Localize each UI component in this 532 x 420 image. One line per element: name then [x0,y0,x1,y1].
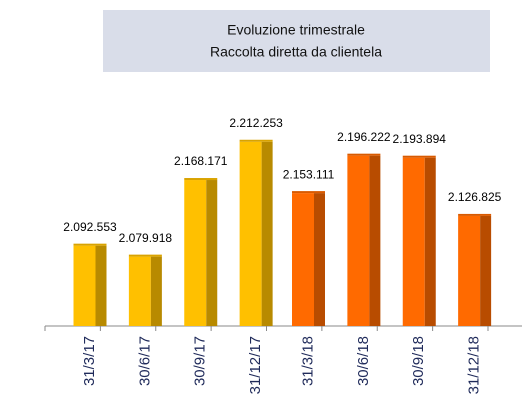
bar-side [314,193,325,326]
bar [128,256,151,326]
bar-top [239,139,273,142]
bar-side [480,215,492,326]
bar [347,155,370,326]
bar-top [347,153,381,156]
bar-top [292,191,325,194]
x-tick-label: 30/9/18 [410,336,427,386]
bar [402,157,425,326]
bar [73,245,96,326]
data-label: 2.126.825 [448,190,502,204]
bar-side [150,256,162,326]
x-tick-label: 31/12/18 [466,336,483,394]
x-tick-label: 30/9/17 [192,336,209,386]
data-label: 2.212.253 [229,116,283,130]
bar-top [184,178,218,181]
data-label: 2.079.918 [119,231,173,245]
data-label: 2.153.111 [283,167,335,181]
bar-side [369,155,381,326]
bar-top [458,213,492,216]
x-tick-label: 31/3/18 [299,336,316,386]
bar [239,141,262,326]
title-box [103,10,490,72]
data-label: 2.168.171 [174,154,228,168]
data-label: 2.193.894 [393,132,447,146]
x-tick-label: 30/6/17 [136,336,153,386]
chart-title: Evoluzione trimestrale [227,22,365,38]
x-tick-label: 31/12/17 [247,336,264,394]
x-tick-label: 31/3/17 [81,336,98,386]
bar-top [128,254,162,257]
bar-top [402,155,436,158]
bar [458,215,481,326]
data-label: 2.196.222 [337,130,391,144]
bar-top [73,243,107,246]
bar [292,193,314,326]
bar [184,180,207,326]
bar-side [206,180,218,326]
bar-side [95,245,107,326]
x-tick-label: 30/6/18 [355,336,372,386]
chart-subtitle: Raccolta diretta da clientela [210,44,382,60]
bar-side [261,141,273,326]
data-label: 2.092.553 [63,220,117,234]
bar-side [424,157,436,326]
